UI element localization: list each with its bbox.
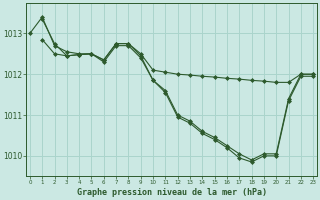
X-axis label: Graphe pression niveau de la mer (hPa): Graphe pression niveau de la mer (hPa) — [76, 188, 267, 197]
